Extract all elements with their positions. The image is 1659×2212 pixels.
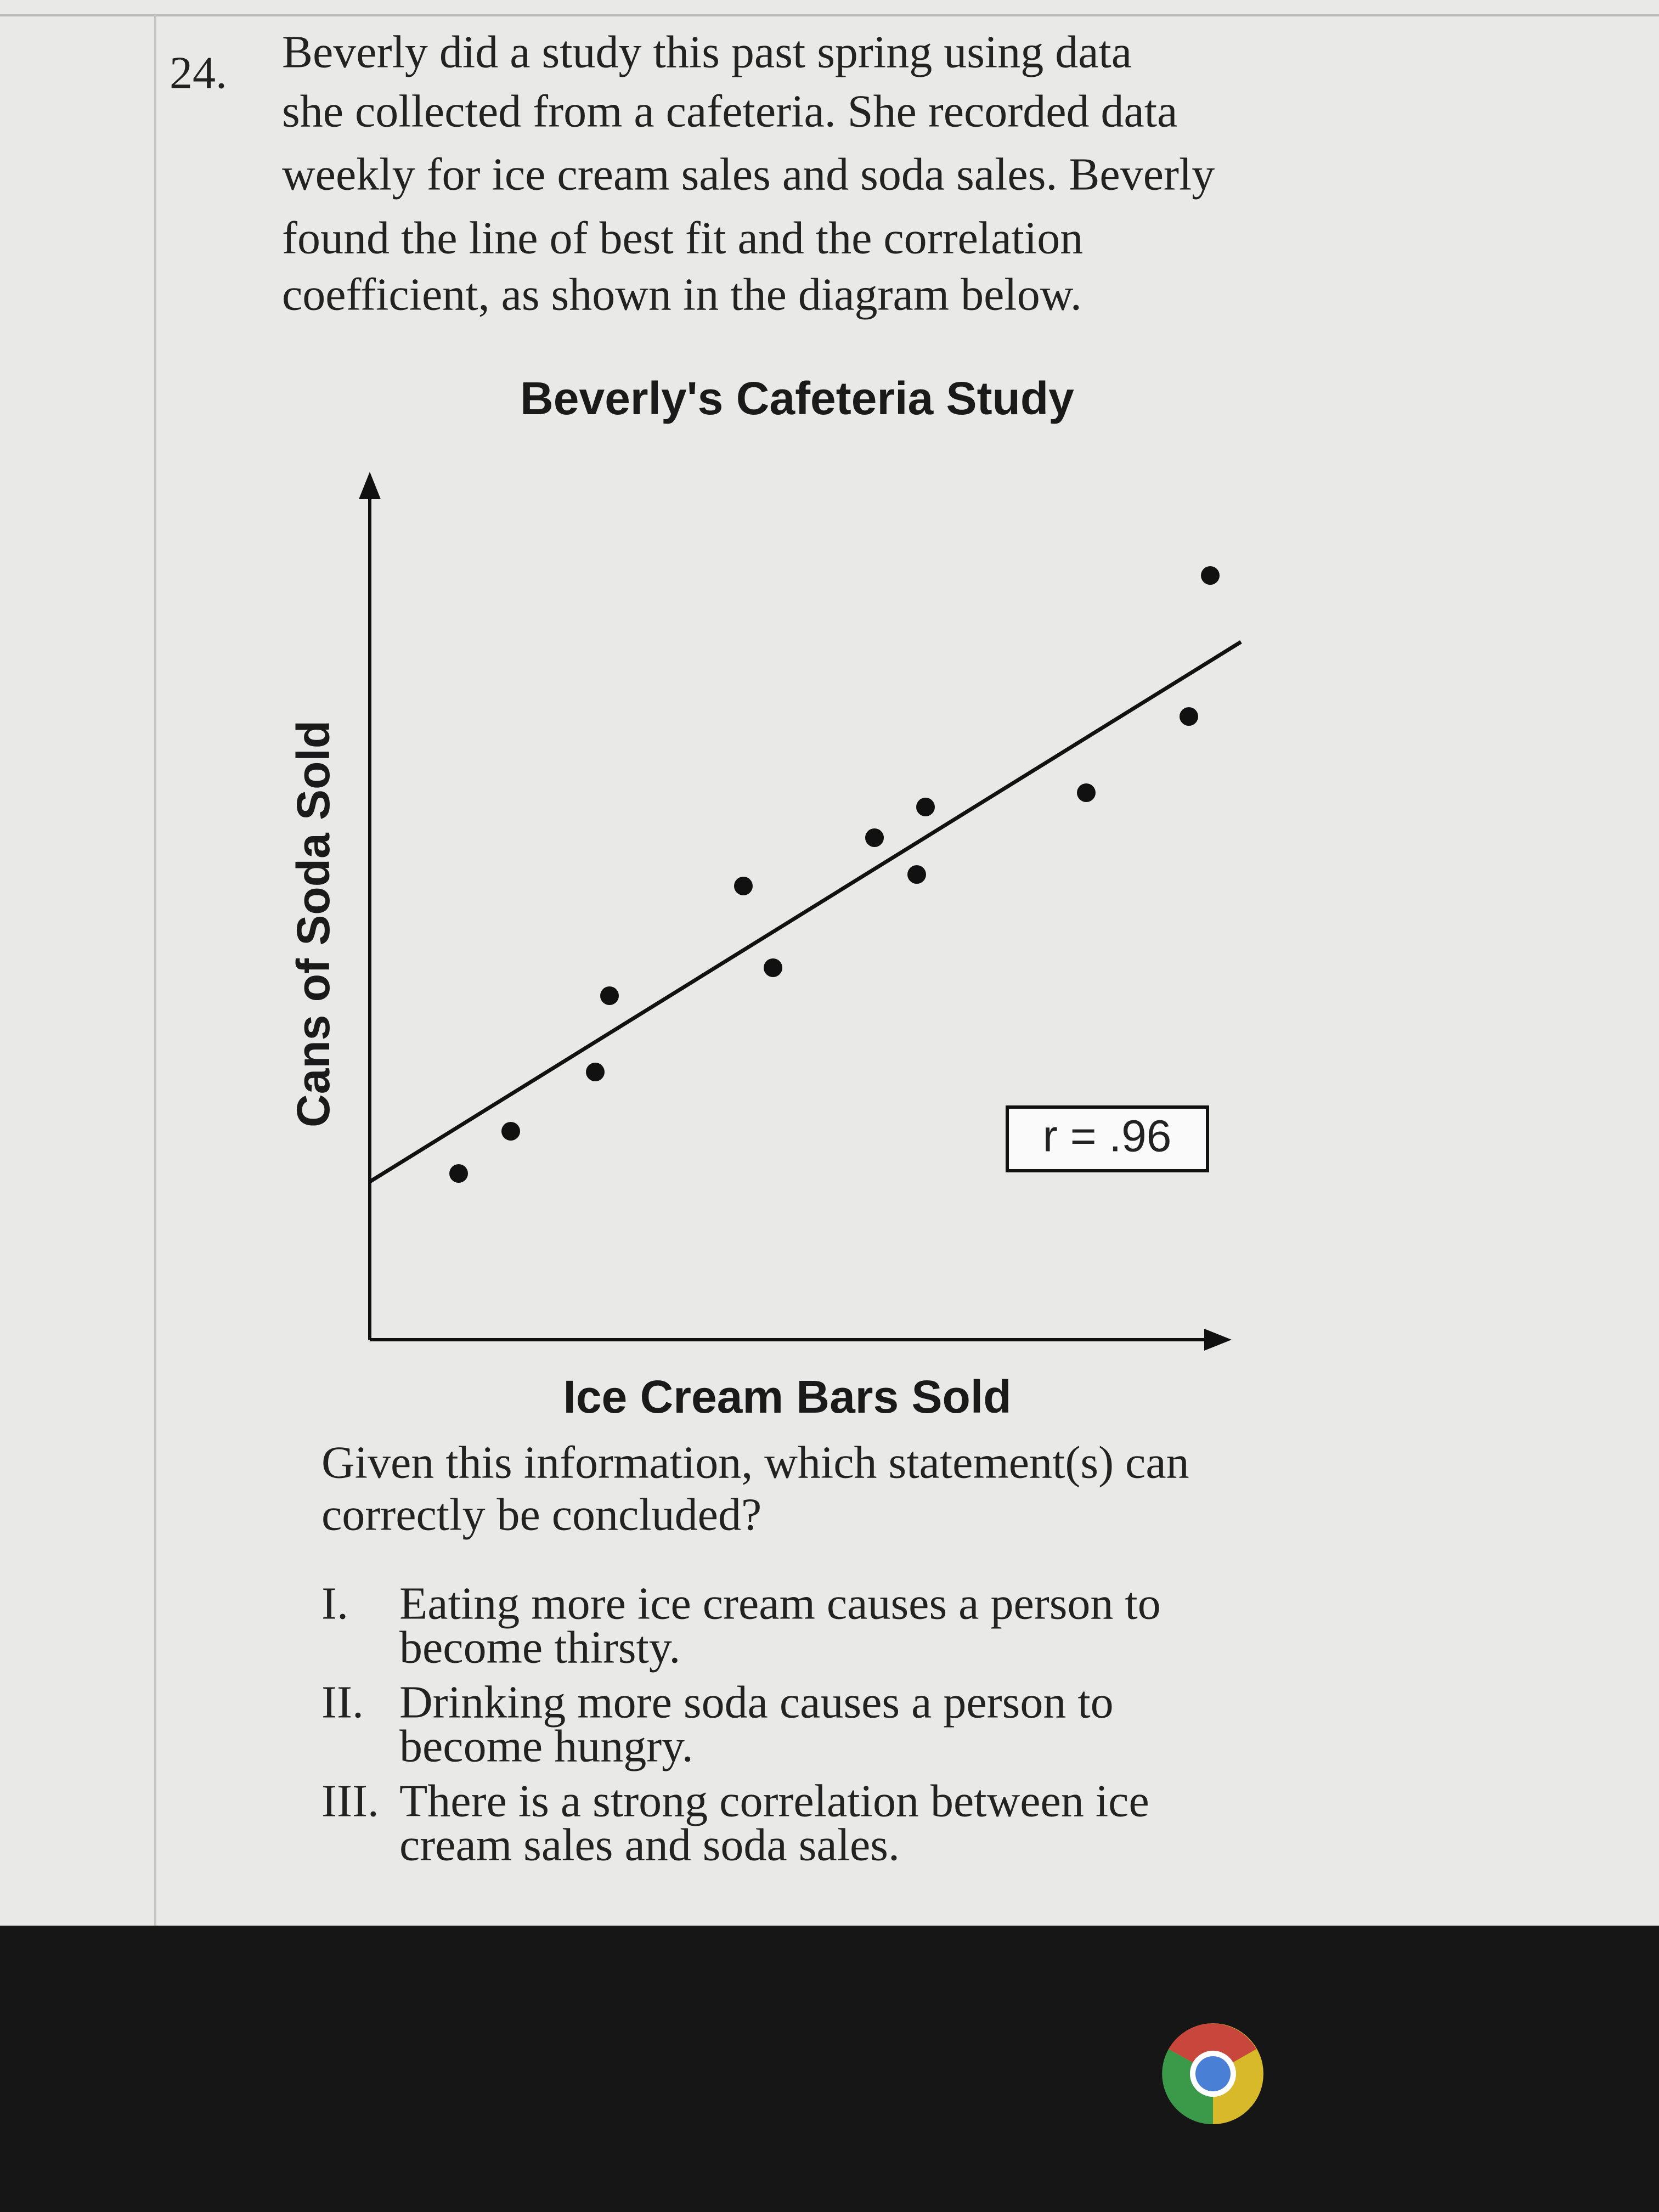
statement-line: Eating more ice cream causes a person to (399, 1578, 1161, 1629)
statement-line: There is a strong correlation between ic… (399, 1775, 1149, 1826)
statement-line: become hungry. (399, 1720, 693, 1771)
question-number: 24. (170, 47, 227, 98)
scatter-points (449, 566, 1220, 1183)
annotation-box (1006, 1105, 1209, 1172)
statement-numeral: II. (321, 1677, 364, 1728)
statement-line: become thirsty. (399, 1622, 680, 1673)
x-axis-label: Ice Cream Bars Sold (563, 1371, 1011, 1423)
browser-icon (1162, 2023, 1263, 2125)
question-line: found the line of best fit and the corre… (282, 212, 1083, 263)
best-fit-line (369, 640, 1242, 1183)
annotation: r = .96 (1043, 1111, 1172, 1161)
statement-numeral: I. (321, 1578, 348, 1629)
statement-numeral: III. (321, 1775, 379, 1826)
question-line: she collected from a cafeteria. She reco… (282, 86, 1177, 137)
y-axis-label: Cans of Soda Sold (287, 720, 339, 1127)
question-line: Beverly did a study this past spring usi… (282, 26, 1132, 77)
statement-line: Drinking more soda causes a person to (399, 1677, 1114, 1728)
axes (359, 472, 1232, 1351)
prompt-line: Given this information, which statement(… (321, 1437, 1189, 1488)
paper (0, 0, 1659, 1926)
bezel (0, 1926, 1659, 2212)
figure-title: Beverly's Cafeteria Study (520, 373, 1074, 424)
statement-line: cream sales and soda sales. (399, 1819, 900, 1870)
question-line: coefficient, as shown in the diagram bel… (282, 269, 1082, 320)
question-line: weekly for ice cream sales and soda sale… (282, 149, 1215, 200)
prompt-line: correctly be concluded? (321, 1489, 761, 1540)
